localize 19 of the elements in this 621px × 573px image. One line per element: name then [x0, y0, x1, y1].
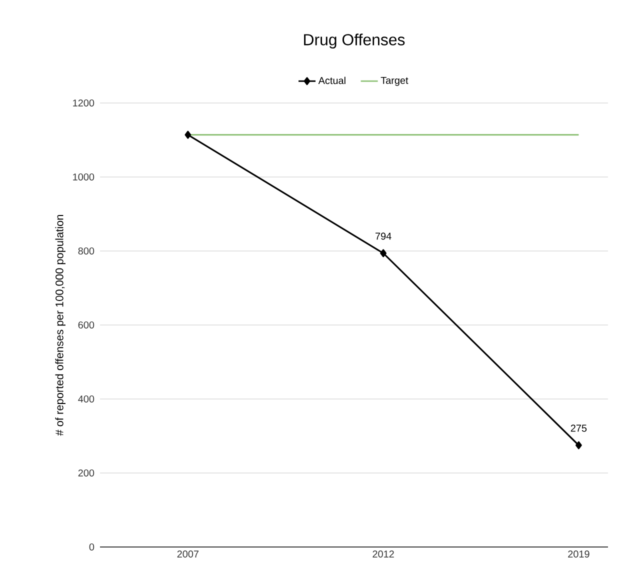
y-axis-title: # of reported offenses per 100,000 population — [55, 214, 66, 436]
point — [184, 130, 192, 139]
point — [576, 441, 582, 450]
y-tick-label: 1200 — [73, 99, 94, 107]
y-tick-label: 600 — [78, 321, 94, 329]
point — [380, 249, 387, 258]
y-tick-label: 200 — [78, 469, 94, 477]
y-tick-label: 1000 — [73, 173, 94, 181]
x-tick-label: 2012 — [372, 550, 394, 558]
data-label: 275 — [570, 424, 587, 432]
legend-label: Target — [380, 76, 408, 86]
y-tick-label: 800 — [78, 247, 94, 255]
data-label: 794 — [376, 232, 392, 240]
x-tick-label: 2007 — [177, 550, 199, 558]
chart-title: Drug Offenses — [304, 34, 405, 48]
legend-label: Actual — [318, 76, 346, 84]
y-tick-label: 400 — [78, 395, 94, 403]
y-tick-label: 0 — [89, 543, 94, 551]
x-tick-label: 2019 — [568, 550, 590, 558]
